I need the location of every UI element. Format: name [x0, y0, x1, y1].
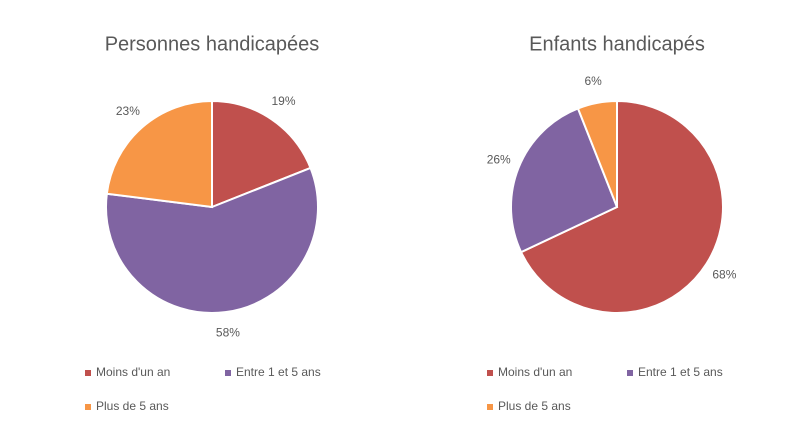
- pie-slice: [105, 99, 213, 209]
- pie-slice: [211, 99, 312, 209]
- legend-label: Plus de 5 ans: [498, 399, 571, 413]
- data-label: 68%: [712, 267, 736, 281]
- legend-label: Moins d'un an: [96, 365, 170, 379]
- legend-label: Entre 1 et 5 ans: [236, 365, 321, 379]
- pie-slice: [519, 99, 724, 314]
- data-label: 58%: [216, 325, 240, 339]
- legend-label: Moins d'un an: [498, 365, 572, 379]
- chart-title: Enfants handicapés: [529, 33, 705, 55]
- legend-swatch: [225, 370, 231, 376]
- chart-title: Personnes handicapées: [105, 33, 320, 55]
- legend-swatch: [627, 370, 633, 376]
- data-label: 6%: [584, 74, 602, 88]
- data-label: 19%: [271, 94, 295, 108]
- pie-slice: [105, 166, 319, 314]
- legend-label: Plus de 5 ans: [96, 399, 169, 413]
- data-label: 23%: [116, 104, 140, 118]
- data-label: 26%: [487, 152, 511, 166]
- legend-swatch: [487, 370, 493, 376]
- legend-label: Entre 1 et 5 ans: [638, 365, 723, 379]
- legend-swatch: [487, 404, 493, 410]
- pie-slice: [576, 99, 618, 208]
- pie-slice: [510, 107, 619, 254]
- legend-swatch: [85, 404, 91, 410]
- legend-swatch: [85, 370, 91, 376]
